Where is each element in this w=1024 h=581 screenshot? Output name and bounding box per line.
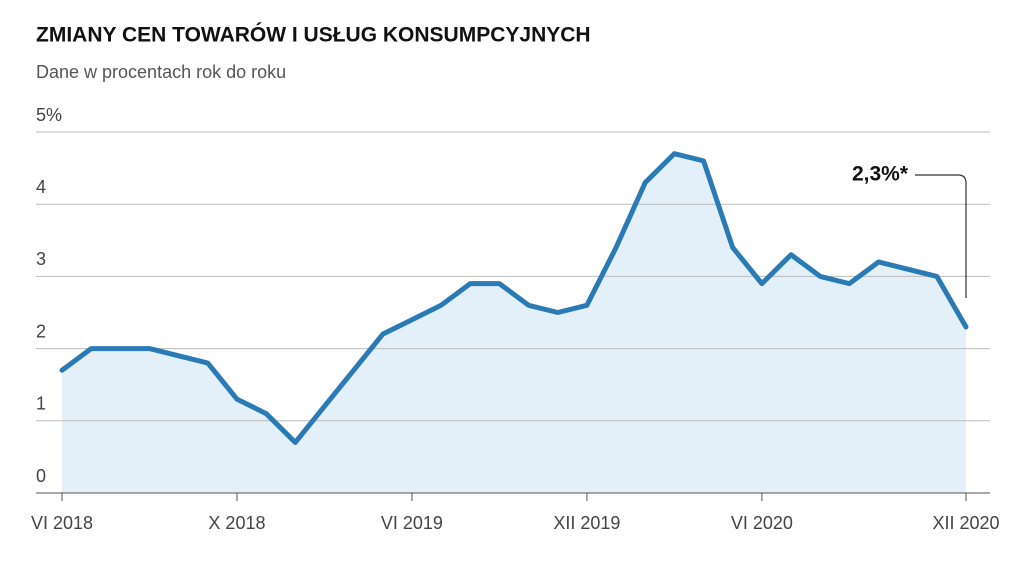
x-tick-label: VI 2019 [381, 513, 443, 533]
line [59, 151, 969, 445]
x-tick-label: VI 2018 [31, 513, 93, 533]
x-tick-label: X 2018 [208, 513, 265, 533]
y-tick-label: 5% [36, 105, 62, 125]
annotation: 2,3%* [852, 163, 909, 186]
y-tick-label: 4 [36, 177, 46, 197]
annotation-leader [915, 174, 967, 298]
x-tick-label: XII 2020 [932, 513, 999, 533]
y-tick-label: 2 [36, 321, 46, 341]
y-tick-label: 1 [36, 394, 46, 414]
chart-title: ZMIANY CEN TOWARÓW I USŁUG KONSUMPCYJNYC… [36, 23, 591, 47]
x-tick-label: VI 2020 [731, 513, 793, 533]
y-tick-label: 3 [36, 249, 46, 269]
y-tick-label: 0 [36, 466, 46, 486]
x-tick-label: XII 2019 [553, 513, 620, 533]
area [62, 153, 966, 493]
chart-subtitle: Dane w procentach rok do roku [36, 62, 286, 82]
